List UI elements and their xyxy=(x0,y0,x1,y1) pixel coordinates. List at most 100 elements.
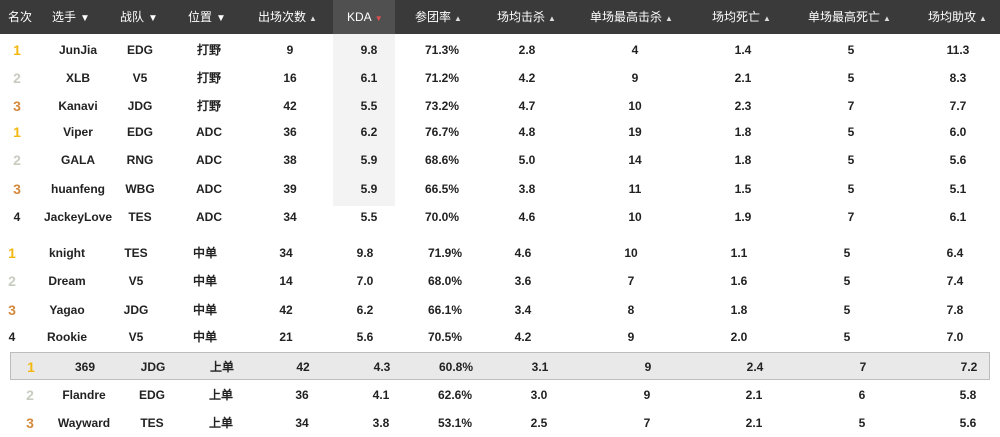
cell-kda: 5.6 xyxy=(356,330,374,344)
cell-kda: 6.2 xyxy=(356,303,374,317)
header-player[interactable]: 选手 ▼ xyxy=(52,10,90,24)
table-row[interactable]: 3 huanfeng WBG ADC 39 5.9 66.5% 3.8 11 1.5 5 5.1 xyxy=(0,175,1000,203)
cell-avg-assists: 7.4 xyxy=(946,274,964,288)
cell-avg-assists: 6.0 xyxy=(949,125,967,139)
header-kp[interactable]: 参团率 ▲ xyxy=(415,10,462,24)
cell-kda: 5.9 xyxy=(360,153,378,167)
rank-badge: 3 xyxy=(8,302,16,318)
header-games[interactable]: 出场次数 ▲︎ xyxy=(258,10,317,24)
cell-max-kills: 19 xyxy=(628,125,642,139)
header-max-deaths[interactable]: 单场最高死亡 ▲ xyxy=(808,10,891,24)
cell-player: GALA xyxy=(61,153,95,167)
rank-badge: 1 xyxy=(27,359,35,375)
cell-games: 38 xyxy=(283,153,297,167)
cell-avg-kills: 4.6 xyxy=(514,246,532,260)
sort-arrows-icon[interactable]: ▲︎ xyxy=(309,14,317,23)
cell-team: V5 xyxy=(128,330,144,344)
sort-desc-icon[interactable]: ▼ xyxy=(374,14,383,23)
table-row[interactable]: 3 Wayward TES 上单 34 3.8 53.1% 2.5 7 2.1 5 5.6 xyxy=(0,409,1000,437)
cell-avg-deaths: 1.5 xyxy=(734,182,752,196)
cell-team: EDG xyxy=(138,388,166,402)
cell-avg-assists: 5.6 xyxy=(959,416,977,430)
table-row[interactable]: 1 JunJia EDG 打野 9 9.8 71.3% 2.8 4 1.4 5 11.3 xyxy=(0,36,1000,64)
sort-arrows-icon[interactable]: ▲ xyxy=(548,14,556,23)
cell-position: ADC xyxy=(196,153,222,167)
cell-avg-kills: 3.6 xyxy=(514,274,532,288)
table-row[interactable]: 1 Viper EDG ADC 36 6.2 76.7% 4.8 19 1.8 5 6.0 xyxy=(0,118,1000,146)
cell-max-deaths: 5 xyxy=(843,274,851,288)
table-row[interactable]: 4 Rookie V5 中单 21 5.6 70.5% 4.2 9 2.0 5 7.0 xyxy=(0,323,1000,351)
cell-games: 9 xyxy=(286,43,294,57)
table-row[interactable]: 4 JackeyLove TES ADC 34 5.5 70.0% 4.6 10 1.9 7 6.1 xyxy=(0,203,1000,231)
cell-max-deaths: 5 xyxy=(843,246,851,260)
cell-avg-deaths: 2.1 xyxy=(745,388,763,402)
cell-avg-deaths: 2.4 xyxy=(746,360,764,374)
table-row[interactable]: 2 Flandre EDG 上单 36 4.1 62.6% 3.0 9 2.1 6 5.8 xyxy=(0,381,1000,409)
table-row[interactable]: 1 knight TES 中单 34 9.8 71.9% 4.6 10 1.1 5 6.4 xyxy=(0,239,1000,267)
table-row[interactable]: 1 369 JDG 上单 42 4.3 60.8% 3.1 9 2.4 7 7.2 xyxy=(10,352,990,380)
cell-position: 打野 xyxy=(196,99,222,113)
cell-avg-assists: 7.7 xyxy=(949,99,967,113)
cell-games: 42 xyxy=(283,99,297,113)
cell-max-deaths: 7 xyxy=(847,99,855,113)
rank-badge: 4 xyxy=(13,210,21,224)
cell-team: EDG xyxy=(126,125,154,139)
cell-avg-assists: 11.3 xyxy=(946,43,970,57)
cell-avg-assists: 8.3 xyxy=(949,71,967,85)
cell-max-kills: 8 xyxy=(627,303,635,317)
cell-games: 39 xyxy=(283,182,297,196)
cell-max-kills: 9 xyxy=(644,360,652,374)
header-avg-kills[interactable]: 场均击杀 ▲ xyxy=(497,10,556,24)
rank-badge: 3 xyxy=(26,415,34,431)
cell-games: 36 xyxy=(283,125,297,139)
cell-avg-deaths: 1.9 xyxy=(734,210,752,224)
cell-position: ADC xyxy=(196,182,222,196)
cell-avg-kills: 3.0 xyxy=(530,388,548,402)
table-row[interactable]: 3 Kanavi JDG 打野 42 5.5 73.2% 4.7 10 2.3 7 7.7 xyxy=(0,92,1000,120)
header-max-kills[interactable]: 单场最高击杀 ▲ xyxy=(590,10,673,24)
funnel-icon[interactable]: ▼ xyxy=(80,13,90,24)
header-kda[interactable]: KDA ▼ xyxy=(333,0,395,34)
cell-max-kills: 10 xyxy=(624,246,638,260)
cell-games: 34 xyxy=(283,210,297,224)
cell-player: 369 xyxy=(74,360,96,374)
cell-avg-kills: 5.0 xyxy=(518,153,536,167)
rank-badge: 1 xyxy=(13,42,21,58)
cell-position: 上单 xyxy=(208,416,234,430)
header-avg-deaths[interactable]: 场均死亡 ▲ xyxy=(712,10,771,24)
cell-max-deaths: 5 xyxy=(847,182,855,196)
table-row[interactable]: 3 Yagao JDG 中单 42 6.2 66.1% 3.4 8 1.8 5 7.8 xyxy=(0,296,1000,324)
cell-position: 中单 xyxy=(192,303,218,317)
cell-avg-kills: 3.8 xyxy=(518,182,536,196)
funnel-icon[interactable]: ▼ xyxy=(216,13,226,24)
cell-position: ADC xyxy=(196,210,222,224)
cell-team: V5 xyxy=(132,71,148,85)
sort-arrows-icon[interactable]: ▲ xyxy=(883,14,891,23)
cell-team: V5 xyxy=(128,274,144,288)
sort-arrows-icon[interactable]: ▲ xyxy=(763,14,771,23)
cell-avg-deaths: 1.6 xyxy=(730,274,748,288)
header-team[interactable]: 战队 ▼ xyxy=(120,10,158,24)
rank-badge: 4 xyxy=(8,330,16,344)
sort-arrows-icon[interactable]: ▲ xyxy=(454,14,462,23)
cell-player: knight xyxy=(49,246,85,260)
cell-games: 36 xyxy=(295,388,309,402)
cell-team: JDG xyxy=(123,303,149,317)
cell-avg-kills: 2.5 xyxy=(530,416,548,430)
cell-avg-assists: 7.2 xyxy=(960,360,978,374)
table-row[interactable]: 2 GALA RNG ADC 38 5.9 68.6% 5.0 14 1.8 5 5.6 xyxy=(0,146,1000,174)
cell-kp: 70.0% xyxy=(424,210,460,224)
header-avg-assists[interactable]: 场均助攻 ▲ xyxy=(928,10,987,24)
funnel-icon[interactable]: ▼ xyxy=(148,13,158,24)
cell-avg-kills: 4.7 xyxy=(518,99,536,113)
cell-kp: 62.6% xyxy=(437,388,473,402)
sort-arrows-icon[interactable]: ▲ xyxy=(665,14,673,23)
table-row[interactable]: 2 XLB V5 打野 16 6.1 71.2% 4.2 9 2.1 5 8.3 xyxy=(0,64,1000,92)
cell-kda: 7.0 xyxy=(356,274,374,288)
sort-arrows-icon[interactable]: ▲ xyxy=(979,14,987,23)
cell-kp: 73.2% xyxy=(424,99,460,113)
cell-kda: 4.1 xyxy=(372,388,390,402)
header-position[interactable]: 位置 ▼ xyxy=(188,10,226,24)
cell-max-deaths: 5 xyxy=(847,43,855,57)
table-row[interactable]: 2 Dream V5 中单 14 7.0 68.0% 3.6 7 1.6 5 7.4 xyxy=(0,267,1000,295)
